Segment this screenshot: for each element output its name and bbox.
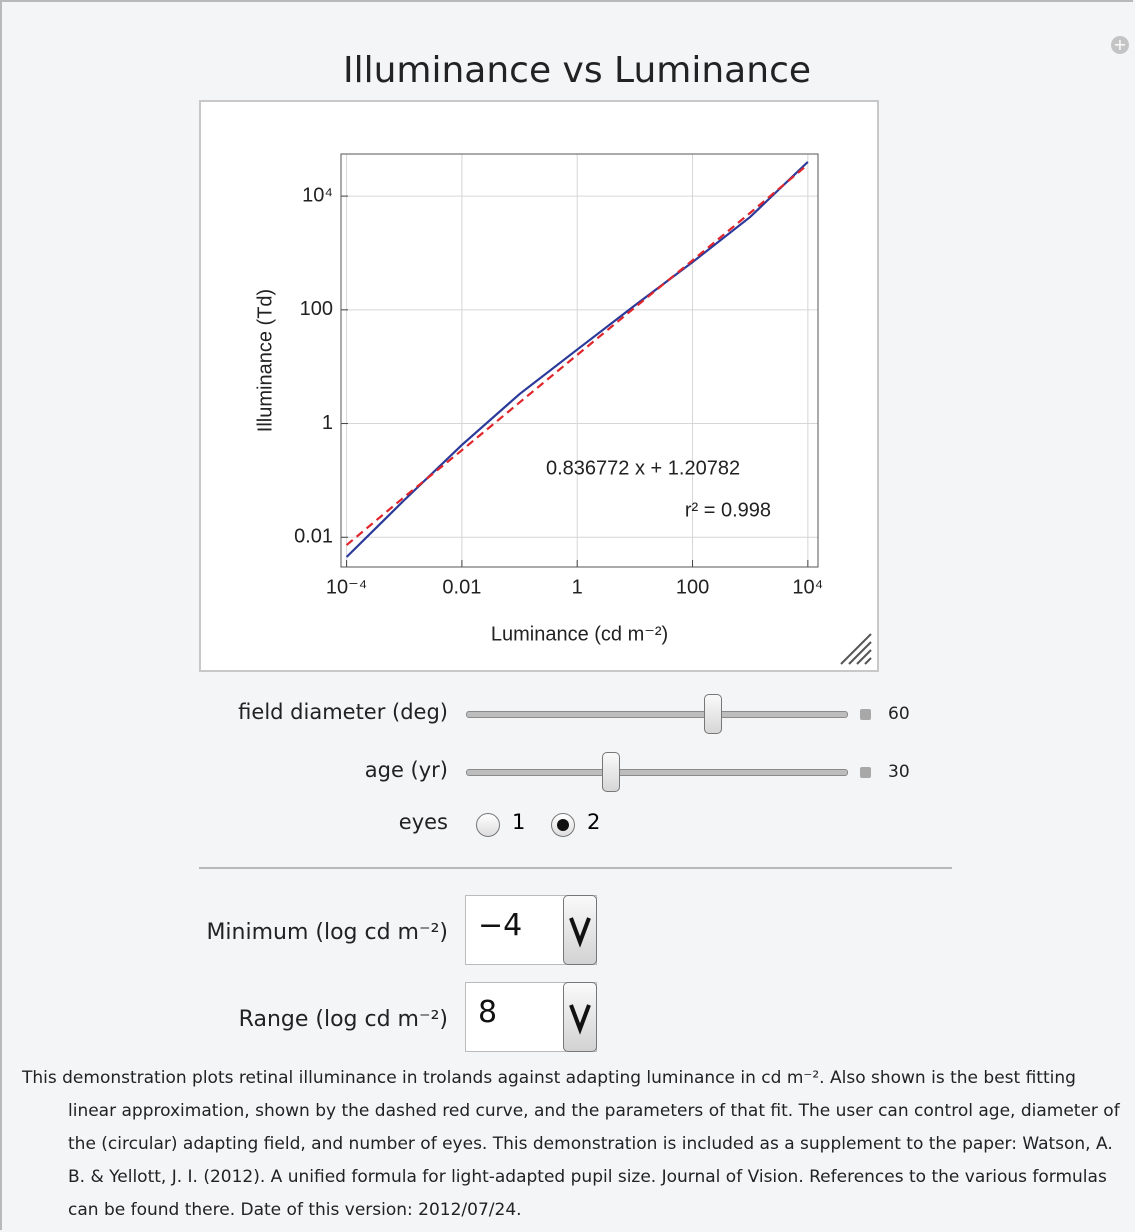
resize-handle[interactable] bbox=[840, 633, 872, 665]
series-line bbox=[345, 161, 809, 558]
y-tick-label: 10⁴ bbox=[302, 184, 333, 206]
slider-value: 60 bbox=[888, 704, 910, 724]
annotation: 0.836772 x + 1.20782 bbox=[546, 457, 740, 479]
slider-plus[interactable] bbox=[860, 709, 871, 720]
chevron bbox=[569, 917, 591, 948]
input-label: Minimum (log cd m⁻²) bbox=[206, 920, 448, 945]
title: Illuminance vs Luminance bbox=[342, 50, 812, 91]
series-line bbox=[345, 163, 809, 546]
radio-option: 1 bbox=[512, 810, 526, 834]
radio-label: eyes bbox=[398, 810, 448, 834]
radio-button[interactable] bbox=[551, 813, 575, 837]
radio-option: 2 bbox=[587, 810, 601, 834]
slider-thumb[interactable] bbox=[602, 752, 620, 792]
y-tick-label: 0.01 bbox=[294, 526, 333, 548]
slider-track[interactable] bbox=[466, 711, 848, 718]
input-label: Range (log cd m⁻²) bbox=[238, 1007, 448, 1032]
input-box[interactable]: 8 bbox=[465, 982, 597, 1052]
input-box[interactable]: −4 bbox=[465, 895, 597, 965]
x-axis-label: Luminance (cd m⁻²) bbox=[491, 623, 668, 645]
input-value: −4 bbox=[478, 908, 523, 943]
slider-track[interactable] bbox=[466, 769, 848, 776]
plot-panel: 10⁻⁴ 0.01 1 100 10⁴ 0.01 1 100 10⁴ 0.836772 x + 1… bbox=[199, 100, 879, 672]
radio-button[interactable] bbox=[476, 813, 500, 837]
dropdown-button[interactable] bbox=[563, 895, 597, 965]
x-tick-label: 10⁻⁴ bbox=[326, 576, 367, 598]
slider-value: 30 bbox=[888, 762, 910, 782]
plot-frame bbox=[340, 153, 819, 568]
y-tick-label: 100 bbox=[300, 298, 333, 320]
slider-thumb[interactable] bbox=[704, 694, 722, 734]
slider-label: field diameter (deg) bbox=[238, 700, 448, 724]
radio-dot bbox=[557, 819, 569, 831]
slider-label: age (yr) bbox=[364, 758, 448, 782]
separator bbox=[199, 867, 952, 869]
annotation: r² = 0.998 bbox=[685, 499, 771, 521]
x-tick-label: 100 bbox=[676, 576, 709, 598]
expand-icon[interactable]: + bbox=[1111, 36, 1129, 54]
slider-plus[interactable] bbox=[860, 767, 871, 778]
x-tick-label: 1 bbox=[572, 576, 583, 598]
chart: 10⁻⁴ 0.01 1 100 10⁴ 0.01 1 100 10⁴ 0.836772 x + 1… bbox=[254, 153, 872, 665]
input-value: 8 bbox=[478, 995, 498, 1030]
description: This demonstration plots retinal illumin… bbox=[22, 1068, 1120, 1220]
y-tick-label: 1 bbox=[322, 412, 333, 434]
x-tick-label: 10⁴ bbox=[792, 576, 823, 598]
dropdown-button[interactable] bbox=[563, 982, 597, 1052]
y-axis-label: Illuminance (Td) bbox=[254, 289, 276, 432]
chevron bbox=[569, 1004, 591, 1035]
x-tick-label: 0.01 bbox=[442, 576, 481, 598]
